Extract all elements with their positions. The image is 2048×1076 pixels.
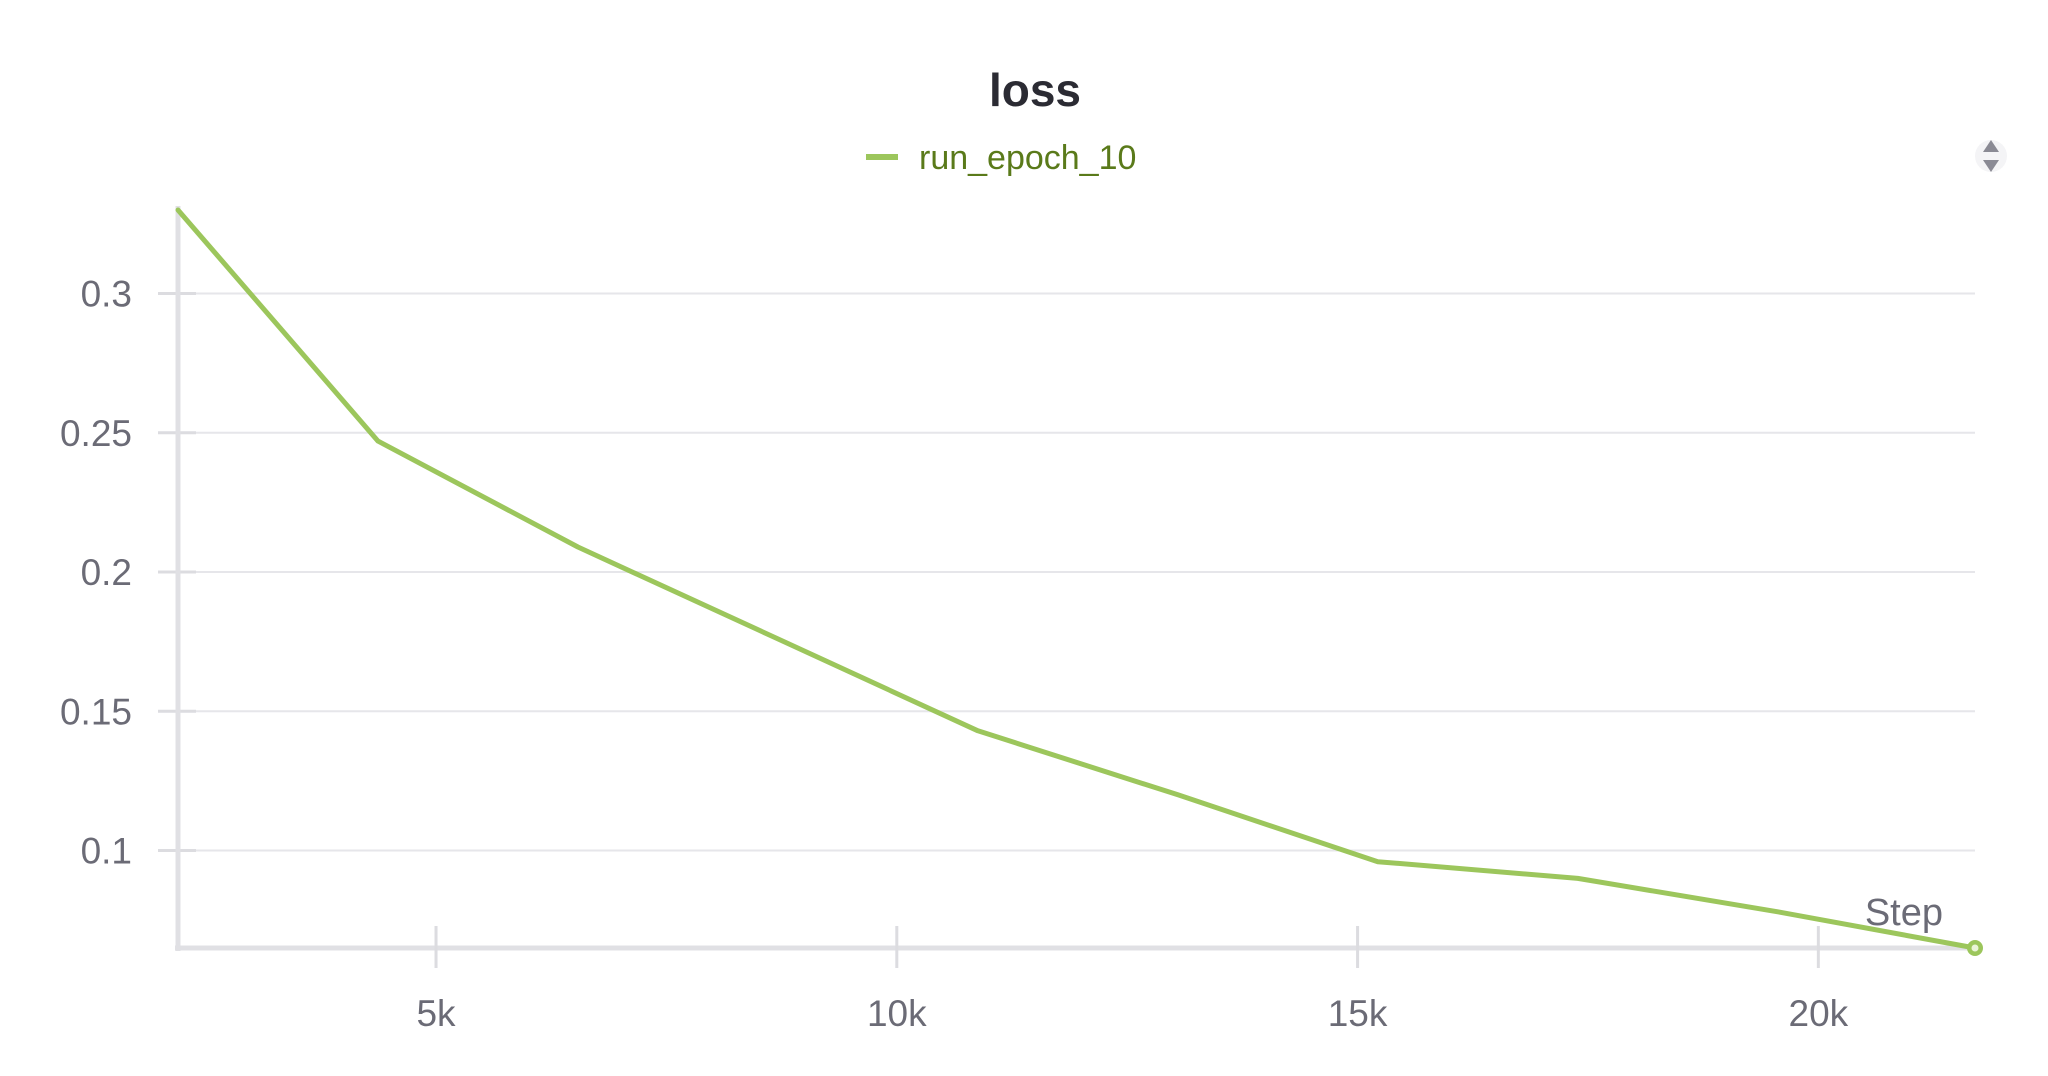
x-tick-label: 20k [1789,993,1849,1034]
series-layer [175,207,1983,956]
sort-arrows-icon[interactable] [1975,140,2007,172]
y-tick-label: 0.3 [81,274,132,315]
series-line-run-epoch-10 [175,207,1978,951]
series-end-marker-center [1971,944,1979,952]
legend[interactable]: run_epoch_10 [866,139,1136,177]
y-tick-label: 0.2 [81,552,132,593]
chart-title: loss [989,64,1081,116]
x-tick-label: 15k [1328,993,1388,1034]
y-tick-label: 0.1 [81,831,132,872]
axes [158,206,1975,968]
x-tick-label: 5k [416,993,456,1034]
x-axis-label: Step [1865,892,1943,934]
tick-labels: 0.1 0.15 0.2 0.25 0.3 5k 10k 15k 20k [60,274,1849,1034]
legend-label-run-epoch-10: run_epoch_10 [919,139,1136,177]
grid-lines [178,292,1975,852]
y-tick-label: 0.15 [60,691,132,732]
y-tick-label: 0.25 [60,413,132,454]
x-tick-label: 10k [867,993,927,1034]
